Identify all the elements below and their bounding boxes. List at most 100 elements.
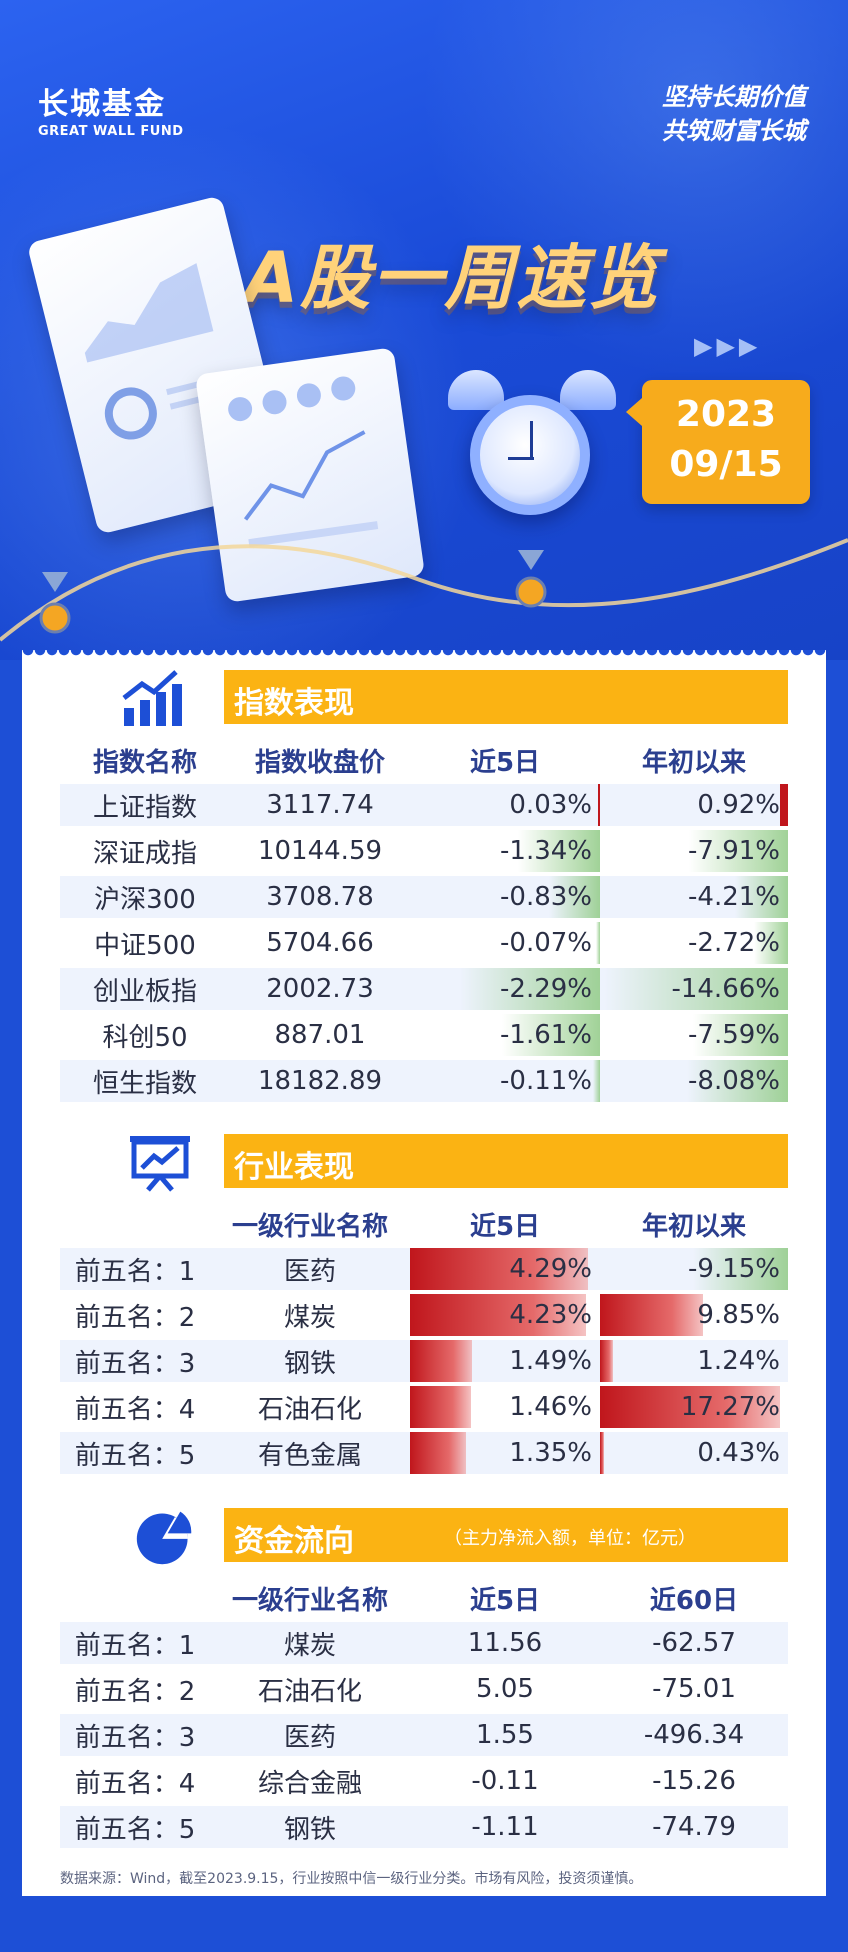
- pct-value: 1.46%: [509, 1392, 592, 1422]
- pct-cell: 0.43%: [600, 1432, 788, 1474]
- fund-col-header: 一级行业名称: [231, 1585, 388, 1616]
- table-row: 上证指数 3117.74 0.03% 0.92%: [60, 784, 788, 826]
- pct-value: 17.27%: [680, 1392, 780, 1422]
- industry-section-header: 行业表现: [0, 1134, 788, 1192]
- index-table: 指数名称 指数收盘价 近5日 年初以来 上证指数 3117.74 0.03% 0.92% 深证…: [60, 736, 788, 1106]
- pct-cell: 0.03%: [410, 784, 600, 826]
- table-row: 前五名：1 煤炭 11.56 -62.57: [60, 1622, 788, 1664]
- logo-en: GREAT WALL FUND: [38, 124, 184, 139]
- date-day: 09/15: [669, 444, 783, 485]
- positive-bar: [600, 1432, 605, 1474]
- pct-value: -1.34%: [500, 836, 592, 866]
- fund-section-header: 资金流向 （主力净流入额，单位：亿元）: [0, 1508, 788, 1565]
- table-row: 恒生指数 18182.89 -0.11% -8.08%: [60, 1060, 788, 1102]
- inflow-60d: -62.57: [600, 1622, 788, 1664]
- table-row: 前五名：3 医药 1.55 -496.34: [60, 1714, 788, 1756]
- inflow-5d: 1.55: [410, 1714, 600, 1756]
- pct-value: -2.29%: [500, 974, 592, 1004]
- table-row: 前五名：3 钢铁 1.49% 1.24%: [60, 1340, 788, 1382]
- industry-col-header: [60, 1204, 210, 1244]
- table-row: 创业板指 2002.73 -2.29% -14.66%: [60, 968, 788, 1010]
- positive-bar: [410, 1294, 586, 1336]
- pct-cell: -1.61%: [410, 1014, 600, 1056]
- card-perforation: [22, 650, 826, 662]
- table-row: 前五名：2 石油石化 5.05 -75.01: [60, 1668, 788, 1710]
- date-badge: 2023 09/15: [626, 380, 810, 504]
- pct-value: 0.43%: [697, 1438, 780, 1468]
- fund-section-title: 资金流向: [234, 1524, 354, 1559]
- industry-section-title: 行业表现: [234, 1150, 354, 1185]
- logo-cn: 长城基金: [38, 87, 166, 122]
- positive-bar: [600, 1340, 613, 1382]
- index-section-header: 指数表现: [0, 670, 788, 726]
- negative-bar: [593, 1060, 600, 1102]
- pct-cell: 4.29%: [410, 1248, 600, 1290]
- table-row: 科创50 887.01 -1.61% -7.59%: [60, 1014, 788, 1056]
- rank-label: 前五名：5: [60, 1432, 210, 1474]
- index-col-header: 年初以来: [641, 747, 746, 778]
- inflow-60d: -74.79: [600, 1806, 788, 1848]
- table-row: 前五名：5 钢铁 -1.11 -74.79: [60, 1806, 788, 1848]
- table-row: 前五名：4 综合金融 -0.11 -15.26: [60, 1760, 788, 1802]
- pct-cell: -9.15%: [600, 1248, 788, 1290]
- negative-bar: [753, 922, 788, 964]
- index-close: 18182.89: [230, 1060, 410, 1102]
- hero-banner: 长城基金 GREAT WALL FUND 坚持长期价值 共筑财富长城 A股一周速…: [0, 0, 848, 660]
- pct-value: -2.72%: [688, 928, 780, 958]
- decorative-curve: [0, 538, 848, 642]
- clock-bell-right: [560, 370, 616, 410]
- industry-col-header: 一级行业名称: [231, 1211, 388, 1242]
- index-name: 沪深300: [60, 876, 230, 918]
- rank-label: 前五名：4: [74, 1394, 196, 1425]
- index-close: 5704.66: [266, 928, 374, 958]
- industry-name: 煤炭: [283, 1302, 336, 1333]
- pct-value: -0.07%: [500, 928, 592, 958]
- pct-cell: 0.92%: [600, 784, 788, 826]
- pct-value: 0.03%: [509, 790, 592, 820]
- pct-value: -7.91%: [688, 836, 780, 866]
- positive-bar: [598, 784, 600, 826]
- positive-bar: [410, 1248, 588, 1290]
- inflow-5d: -0.11: [471, 1766, 539, 1796]
- page-title: A股一周速览: [244, 237, 661, 319]
- alarm-clock-icon: [470, 395, 590, 515]
- negative-bar: [688, 830, 788, 872]
- pct-value: 4.29%: [509, 1254, 592, 1284]
- rank-label: 前五名：3: [60, 1714, 210, 1756]
- rank-label: 前五名：5: [60, 1806, 210, 1848]
- table-row: 前五名：5 有色金属 1.35% 0.43%: [60, 1432, 788, 1474]
- inflow-60d: -75.01: [652, 1674, 736, 1704]
- negative-bar: [549, 876, 600, 918]
- fund-col-header: 近5日: [469, 1585, 541, 1616]
- rank-label: 前五名：2: [74, 1676, 196, 1707]
- index-close: 3708.78: [230, 876, 410, 918]
- slogan: 坚持长期价值 共筑财富长城: [662, 80, 806, 148]
- negative-bar: [692, 1014, 788, 1056]
- pct-value: 4.23%: [509, 1300, 592, 1330]
- pct-cell: 4.23%: [410, 1294, 600, 1336]
- rank-label: 前五名：4: [74, 1768, 196, 1799]
- pct-cell: 17.27%: [600, 1386, 788, 1428]
- pct-value: -1.61%: [500, 1020, 592, 1050]
- fund-col-header: 近60日: [649, 1585, 739, 1616]
- industry-name: 煤炭: [210, 1622, 410, 1664]
- industry-col-header: 年初以来: [641, 1211, 746, 1242]
- index-name: 中证500: [94, 930, 196, 961]
- index-close: 3117.74: [230, 784, 410, 826]
- brand-logo: 长城基金 GREAT WALL FUND: [38, 87, 184, 140]
- slogan-line2: 共筑财富长城: [662, 117, 806, 145]
- slogan-line1: 坚持长期价值: [662, 83, 806, 111]
- positive-bar: [600, 1386, 780, 1428]
- inflow-5d: -1.11: [410, 1806, 600, 1848]
- index-section-title: 指数表现: [234, 686, 354, 721]
- pct-value: 9.85%: [697, 1300, 780, 1330]
- index-close: 887.01: [274, 1020, 366, 1050]
- negative-bar: [501, 1014, 600, 1056]
- pct-value: -4.21%: [688, 882, 780, 912]
- fund-col-header: [60, 1578, 210, 1618]
- negative-bar: [460, 968, 600, 1010]
- inflow-60d: -15.26: [652, 1766, 736, 1796]
- pct-cell: 1.24%: [600, 1340, 788, 1382]
- pct-cell: -7.59%: [600, 1014, 788, 1056]
- index-col-header: 指数名称: [92, 747, 197, 778]
